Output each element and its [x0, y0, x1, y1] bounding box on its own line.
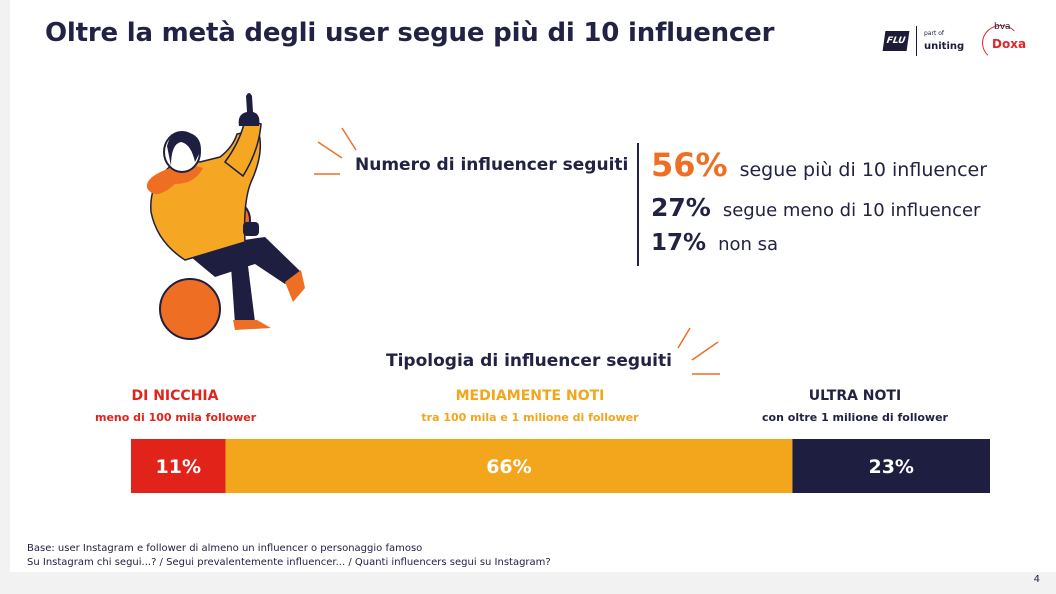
hand-on-knee — [243, 222, 259, 236]
sparks-icon — [677, 327, 720, 375]
category-niche: DI NICCHIA meno di 100 mila follower — [95, 388, 257, 424]
uniting-logo: uniting — [924, 41, 965, 52]
stacked-bar-chart: 11% 66% 23% — [131, 439, 990, 493]
stat-label: segue più di 10 influencer — [739, 159, 988, 181]
leg-front — [230, 242, 255, 324]
category-description: meno di 100 mila follower — [95, 411, 257, 424]
arm-raised — [223, 119, 262, 178]
stat-value: 56% — [651, 146, 728, 184]
shoe-back — [285, 270, 305, 302]
category-mid-known: MEDIAMENTE NOTI tra 100 mila e 1 milione… — [410, 388, 650, 424]
stat-label: segue meno di 10 influencer — [722, 200, 981, 221]
bar-label-2: 66% — [486, 456, 531, 478]
category-description: con oltre 1 milione di follower — [762, 411, 948, 424]
category-name: ULTRA NOTI — [808, 388, 902, 404]
bva-logo: bva — [994, 22, 1011, 32]
bar-segment-1 — [131, 439, 226, 493]
doxa-ring-icon — [982, 25, 1020, 61]
slide: Oltre la metà degli user segue più di 10… — [10, 0, 1056, 572]
flu-logo: FLU — [882, 31, 910, 51]
scarf — [146, 165, 203, 195]
brand-logos: FLU part of uniting bva Doxa — [882, 22, 1030, 62]
stat-value: 27% — [651, 193, 711, 222]
orange-ball-seat — [159, 278, 221, 340]
shoe-front — [233, 320, 271, 330]
sparks-icon — [314, 127, 357, 175]
part-of-label: part of — [924, 30, 944, 37]
bar-label-1: 11% — [156, 456, 201, 478]
page-number: 4 — [1033, 574, 1040, 585]
stat-row-more-than-10: 56% segue più di 10 influencer — [651, 146, 987, 184]
footnote-base: Base: user Instagram e follower di almen… — [27, 543, 423, 554]
logo-separator — [916, 26, 917, 56]
doxa-logo: Doxa — [992, 37, 1027, 51]
vertical-divider — [637, 143, 639, 266]
person-pointing-illustration — [146, 93, 305, 340]
hair — [167, 131, 201, 166]
bar-segment-3 — [792, 439, 990, 493]
stacked-bar-svg: 11% 66% 23% — [131, 439, 990, 493]
category-name: DI NICCHIA — [131, 388, 219, 404]
category-description: tra 100 mila e 1 milione di follower — [421, 411, 639, 424]
stat-label: non sa — [718, 234, 779, 255]
page-title: Oltre la metà degli user segue più di 10… — [45, 18, 775, 48]
influencer-type-heading: Tipologia di influencer seguiti — [386, 351, 672, 371]
stat-row-less-than-10: 27% segue meno di 10 influencer — [651, 193, 980, 222]
category-name: MEDIAMENTE NOTI — [455, 388, 605, 404]
category-ultra-known: ULTRA NOTI con oltre 1 milione di follow… — [750, 388, 960, 424]
hand-pointing — [238, 93, 260, 126]
influencer-count-heading: Numero di influencer seguiti — [355, 155, 629, 175]
bar-segment-2 — [225, 439, 793, 493]
stat-value: 17% — [651, 230, 707, 256]
footnote-questions: Su Instagram chi segui...? / Segui preva… — [27, 557, 551, 568]
bar-label-3: 23% — [868, 456, 913, 478]
footnote: Base: user Instagram e follower di almen… — [27, 542, 551, 570]
stat-row-dont-know: 17% non sa — [651, 230, 778, 256]
